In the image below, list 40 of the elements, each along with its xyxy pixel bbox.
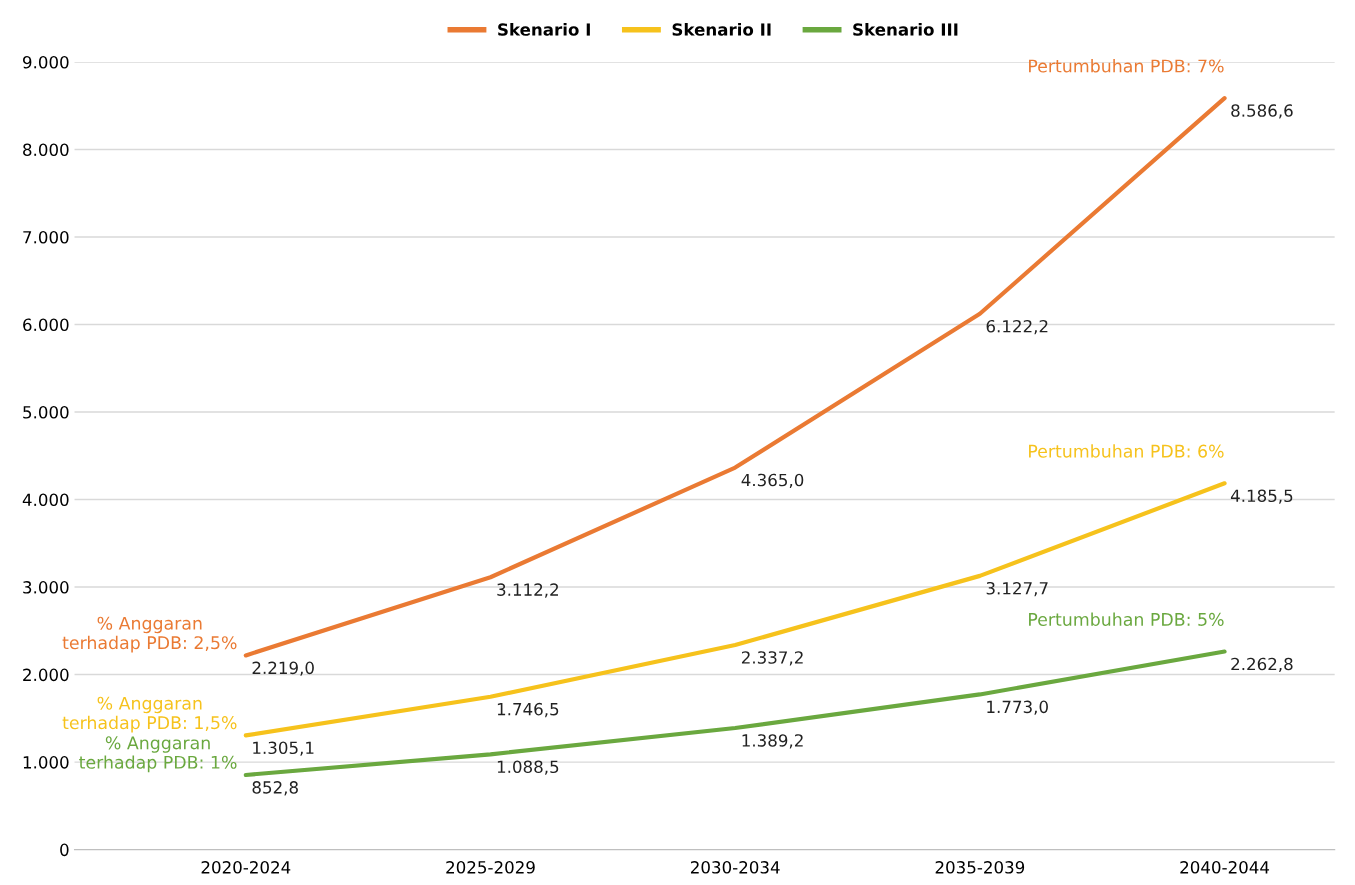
y-tick-label: 4.000 <box>22 493 69 507</box>
data-label: 852,8 <box>252 781 298 796</box>
annotation: % Anggaran terhadap PDB: 2,5% <box>62 616 237 653</box>
y-tick-label: 8.000 <box>23 143 69 157</box>
data-label: 1.389,2 <box>742 734 803 749</box>
x-tick-label: 2040-2044 <box>1180 861 1270 874</box>
y-tick-label: 6.000 <box>23 318 69 332</box>
data-label: 2.337,2 <box>741 651 803 666</box>
data-label: 4.365,0 <box>741 473 804 489</box>
data-label: 6.122,2 <box>986 319 1048 335</box>
data-label: 2.219,0 <box>252 661 314 676</box>
line-series <box>243 649 1227 778</box>
annotation: % Anggaran terhadap PDB: 1,5% <box>62 696 237 733</box>
x-tick-label: 2030-2034 <box>690 861 780 874</box>
annotation: % Anggaran terhadap PDB: 1% <box>79 736 237 773</box>
y-tick-label: 1.000 <box>23 756 69 769</box>
y-tick-label: 5.000 <box>23 405 69 419</box>
x-tick-label: 2020-2024 <box>201 861 291 874</box>
y-tick-label: 3.000 <box>23 581 69 594</box>
data-label: 3.127,7 <box>986 581 1048 597</box>
data-label: 8.586,6 <box>1231 104 1293 119</box>
data-label: 3.112,2 <box>497 583 558 598</box>
y-tick-label: 0 <box>60 843 69 857</box>
legend-label: Skenario II <box>672 22 771 36</box>
annotation: Pertumbuhan PDB: 6% <box>1029 444 1224 458</box>
x-tick-label: 2035-2039 <box>935 861 1025 874</box>
data-label: 1.773,0 <box>987 700 1048 715</box>
data-label: 2.262,8 <box>1231 657 1293 672</box>
legend-label: Skenario I <box>498 22 590 36</box>
x-tick-label: 2025-2029 <box>446 861 535 874</box>
annotation: Pertumbuhan PDB: 5% <box>1029 612 1224 626</box>
data-label: 1.088,5 <box>497 760 559 775</box>
legend-label: Skenario III <box>853 22 958 36</box>
y-tick-label: 9.000 <box>23 55 69 69</box>
annotation: Pertumbuhan PDB: 7% <box>1029 59 1224 73</box>
data-label: 1.305,1 <box>253 741 314 756</box>
y-tick-label: 2.000 <box>23 668 69 682</box>
y-tick-label: 7.000 <box>23 230 69 244</box>
data-label: 4.185,5 <box>1230 489 1293 504</box>
data-label: 1.746,5 <box>497 702 559 718</box>
